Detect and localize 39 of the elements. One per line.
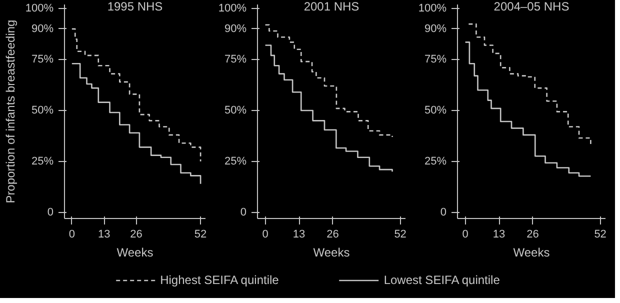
x-tick-label: 26 [526,228,539,240]
x-tick-label: 13 [98,228,110,240]
y-tick-label: 25% [424,155,447,168]
y-axis-title: Proportion of infants breastfeeding [3,20,18,204]
y-tick-label: 0 [47,206,54,218]
x-tick-label: 52 [194,228,207,240]
y-tick-label: 90% [224,22,247,35]
chart-title: 1995 NHS [107,0,163,14]
y-tick-label: 50% [424,104,447,116]
x-axis-title: Weeks [313,246,350,260]
y-tick-label: 50% [31,104,54,116]
chart-title: 2004–05 NHS [494,0,570,14]
chart-title: 2001 NHS [304,0,360,14]
x-axis-title: Weeks [513,246,550,260]
x-tick-label: 0 [262,228,268,240]
y-tick-label: 100% [25,2,54,15]
legend-label: Highest SEIFA quintile [160,273,279,287]
y-tick-label: 100% [418,2,447,15]
y-tick-label: 75% [424,54,447,66]
y-tick-label: 90% [31,22,54,35]
y-tick-label: 0 [240,206,247,218]
x-tick-label: 52 [394,228,406,240]
x-tick-label: 26 [326,228,339,240]
y-tick-label: 90% [424,22,447,35]
x-tick-label: 0 [462,228,468,240]
y-tick-label: 25% [31,155,54,168]
y-tick-label: 100% [218,2,247,15]
x-axis-title: Weeks [116,246,154,260]
y-tick-label: 50% [224,104,247,116]
legend-label: Lowest SEIFA quintile [384,273,500,287]
y-tick-label: 75% [224,54,247,66]
x-tick-label: 0 [68,228,75,240]
x-tick-label: 26 [130,228,142,240]
y-tick-label: 75% [31,54,54,66]
x-tick-label: 13 [292,228,306,240]
x-tick-label: 52 [594,228,606,240]
y-tick-label: 0 [440,206,447,218]
y-tick-label: 25% [224,155,247,168]
x-tick-label: 13 [492,228,506,240]
